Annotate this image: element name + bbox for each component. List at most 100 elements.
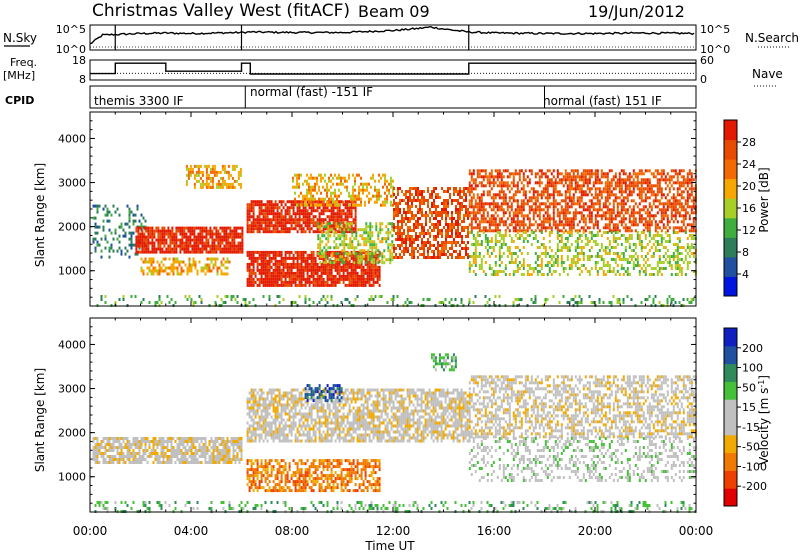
- range-gate-cell: [252, 271, 255, 275]
- range-gate-cell: [341, 234, 344, 238]
- range-gate-cell: [578, 199, 581, 203]
- range-gate-cell: [296, 262, 299, 266]
- range-gate-cell: [656, 184, 659, 188]
- range-gate-cell: [399, 253, 401, 256]
- range-gate-cell: [490, 202, 493, 206]
- range-gate-cell: [566, 205, 569, 209]
- range-gate-cell: [490, 217, 493, 221]
- range-gate-cell: [262, 230, 265, 234]
- range-gate-cell: [229, 185, 232, 189]
- range-gate-cell: [676, 220, 679, 224]
- range-gate-cell: [670, 205, 673, 209]
- range-gate-cell: [484, 184, 487, 188]
- range-gate-cell: [215, 182, 218, 186]
- range-gate-cell: [572, 211, 575, 215]
- range-gate-cell: [354, 203, 356, 207]
- range-gate-cell: [518, 229, 521, 233]
- range-gate-cell: [328, 253, 331, 257]
- range-gate-cell: [334, 188, 336, 192]
- range-gate-cell: [552, 184, 555, 188]
- range-gate-cell: [544, 190, 547, 194]
- range-gate-cell: [482, 190, 485, 194]
- range-gate-cell: [389, 231, 392, 235]
- range-gate-cell: [409, 193, 411, 196]
- range-gate-cell: [427, 250, 429, 253]
- range-gate-cell: [264, 218, 267, 222]
- range-gate-cell: [492, 205, 495, 209]
- range-gate-cell: [128, 207, 131, 211]
- range-gate-cell: [437, 223, 439, 226]
- range-gate-cell: [325, 225, 328, 229]
- range-gate-cell: [580, 240, 583, 243]
- range-gate-cell: [580, 217, 583, 221]
- range-gate-cell: [248, 283, 251, 287]
- range-gate-cell: [319, 240, 322, 244]
- range-gate-cell: [624, 226, 627, 230]
- range-gate-cell: [590, 231, 593, 234]
- range-gate-cell: [290, 265, 293, 269]
- range-gate-cell: [346, 271, 349, 275]
- range-gate-cell: [233, 229, 236, 233]
- range-gate-cell: [622, 220, 625, 224]
- range-gate-cell: [304, 259, 307, 263]
- range-gate-cell: [672, 205, 675, 209]
- range-gate-cell: [574, 217, 577, 221]
- range-gate-cell: [318, 218, 321, 222]
- range-gate-cell: [407, 226, 409, 229]
- nsky-line: [89, 25, 695, 45]
- range-gate-cell: [596, 273, 599, 276]
- range-gate-cell: [169, 232, 172, 236]
- range-gate-cell: [262, 277, 265, 281]
- range-gate-cell: [342, 200, 344, 204]
- range-gate-cell: [365, 237, 368, 241]
- range-gate-cell: [588, 190, 591, 194]
- range-gate-cell: [304, 265, 307, 269]
- range-gate-cell: [516, 231, 519, 234]
- range-gate-cell: [266, 280, 269, 284]
- range-gate-cell: [598, 229, 601, 233]
- range-gate-cell: [280, 280, 283, 284]
- range-gate-cell: [544, 187, 547, 191]
- range-gate-cell: [185, 167, 188, 171]
- range-gate-cell: [397, 244, 399, 247]
- range-gate-cell: [145, 244, 148, 248]
- range-gate-cell: [686, 184, 689, 188]
- range-gate-cell: [650, 214, 653, 218]
- range-gate-cell: [574, 211, 577, 215]
- range-gate-cell: [355, 255, 358, 259]
- range-gate-cell: [235, 250, 238, 254]
- scatter-region: [135, 226, 244, 254]
- range-gate-cell: [528, 169, 531, 173]
- range-gate-cell: [490, 187, 493, 191]
- range-gate-cell: [151, 229, 154, 233]
- range-gate-cell: [488, 181, 491, 185]
- range-gate-cell: [602, 270, 605, 273]
- range-gate-cell: [433, 202, 435, 205]
- range-gate-cell: [324, 188, 326, 192]
- range-gate-cell: [364, 188, 366, 192]
- range-gate-cell: [612, 208, 615, 212]
- range-gate-cell: [574, 178, 577, 182]
- range-gate-cell: [207, 232, 210, 236]
- range-gate-cell: [656, 187, 659, 191]
- range-gate-cell: [298, 280, 301, 284]
- range-gate-cell: [270, 280, 273, 284]
- range-gate-cell: [135, 244, 138, 248]
- range-gate-cell: [560, 205, 563, 209]
- range-gate-cell: [518, 211, 521, 215]
- range-gate-cell: [296, 182, 298, 186]
- range-gate-cell: [342, 176, 344, 180]
- range-gate-cell: [606, 217, 609, 221]
- cpid-axes-frame: [89, 85, 697, 109]
- range-gate-cell: [191, 232, 194, 236]
- range-gate-cell: [455, 235, 457, 238]
- range-gate-cell: [130, 234, 133, 238]
- range-gate-cell: [292, 203, 295, 207]
- range-gate-cell: [447, 199, 449, 202]
- range-gate-cell: [333, 240, 336, 244]
- range-gate-cell: [227, 164, 230, 168]
- range-gate-cell: [636, 175, 639, 179]
- range-gate-cell: [300, 268, 303, 272]
- range-gate-cell: [319, 225, 322, 229]
- range-gate-cell: [468, 187, 471, 191]
